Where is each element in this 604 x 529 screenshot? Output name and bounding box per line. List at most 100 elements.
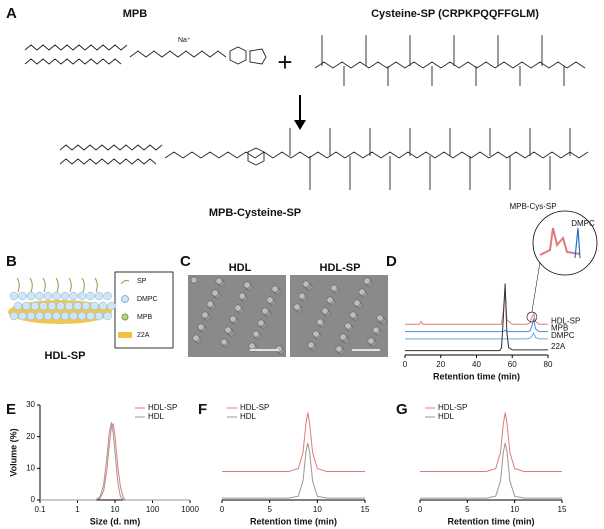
series-line xyxy=(420,442,562,499)
y-tick-label: 20 xyxy=(26,432,35,441)
legend-icon xyxy=(120,279,130,285)
particle xyxy=(257,319,265,327)
lipid-head xyxy=(13,301,23,311)
legend-icon xyxy=(118,332,132,338)
x-tick-label: 0 xyxy=(403,360,408,369)
legend-icon xyxy=(121,313,129,321)
particle xyxy=(190,276,198,284)
structure-bond xyxy=(59,144,163,151)
particle xyxy=(353,299,361,307)
peptide xyxy=(94,277,98,293)
series-line xyxy=(222,412,365,472)
series-line xyxy=(405,289,548,325)
lipid-head xyxy=(18,311,27,321)
lipid-head xyxy=(9,291,19,301)
particle xyxy=(238,292,246,300)
image-title: HDL-SP xyxy=(320,262,361,274)
particle xyxy=(271,285,279,293)
x-axis-label: Retention time (min) xyxy=(433,371,520,381)
particle xyxy=(367,337,375,345)
series-label: HDL-SP xyxy=(551,316,580,325)
annotation: MPB-Cys-SP xyxy=(509,202,556,211)
x-tick-label: 10 xyxy=(510,505,519,514)
particle xyxy=(261,307,269,315)
x-axis-label: Retention time (min) xyxy=(250,516,337,526)
lipid-head xyxy=(86,311,95,321)
structure-bond xyxy=(164,151,589,159)
particle xyxy=(206,300,214,308)
x-tick-label: 5 xyxy=(465,505,470,514)
particle xyxy=(224,326,232,334)
particle xyxy=(363,277,371,285)
particle xyxy=(316,318,324,326)
legend-icon xyxy=(121,295,129,303)
panel-label: G xyxy=(396,401,408,418)
structure-bond xyxy=(24,44,128,51)
legend-label: HDL-SP xyxy=(438,403,467,412)
legend-label: HDL-SP xyxy=(148,403,177,412)
legend-label: 22A xyxy=(137,332,150,339)
x-axis-label: Retention time (min) xyxy=(448,516,535,526)
structure-bond xyxy=(129,50,227,58)
lipid-head xyxy=(77,311,87,321)
particle xyxy=(293,303,301,311)
hdl-sp-illustration xyxy=(8,277,116,324)
ring xyxy=(249,48,267,65)
x-tick-label: 15 xyxy=(361,505,370,514)
lipid-head xyxy=(26,291,36,301)
lipid-head xyxy=(81,301,91,311)
x-tick-label: 1000 xyxy=(181,505,199,514)
particle xyxy=(197,323,205,331)
lipid-head xyxy=(22,301,31,311)
x-tick-label: 0 xyxy=(220,505,225,514)
peptide xyxy=(42,277,46,293)
series-label: DMPC xyxy=(551,331,575,340)
x-tick-label: 100 xyxy=(146,505,160,514)
lipid-head xyxy=(35,291,44,301)
x-tick-label: 15 xyxy=(558,505,567,514)
legend-label: HDL xyxy=(438,412,455,421)
particle xyxy=(326,296,334,304)
lipid-head xyxy=(43,291,53,301)
peptide xyxy=(81,277,85,293)
x-tick-label: 60 xyxy=(508,360,517,369)
particle xyxy=(312,330,320,338)
peptide xyxy=(68,277,72,293)
particle xyxy=(211,289,219,297)
particle xyxy=(252,330,260,338)
lipid-head xyxy=(86,291,95,301)
particle xyxy=(192,334,200,342)
particle xyxy=(372,326,380,334)
y-tick-label: 0 xyxy=(31,495,36,504)
series-line xyxy=(405,318,548,333)
ring xyxy=(229,46,247,65)
panel-label: D xyxy=(386,253,397,270)
lipid-head xyxy=(56,301,65,311)
y-tick-label: 30 xyxy=(26,400,35,409)
inset-trace xyxy=(539,227,581,256)
particle xyxy=(358,288,366,296)
lipid-head xyxy=(60,311,70,321)
lipid-head xyxy=(103,291,112,301)
particle xyxy=(298,292,306,300)
y-tick-label: 10 xyxy=(26,463,35,472)
particle xyxy=(376,314,384,322)
panel-label: C xyxy=(180,253,191,270)
legend-label: SP xyxy=(137,278,147,285)
lipid-head xyxy=(52,291,61,301)
x-tick-label: 10 xyxy=(313,505,322,514)
lipid-head xyxy=(35,311,44,321)
structure-bond xyxy=(314,61,586,69)
caption: HDL-SP xyxy=(45,350,86,362)
lipid-head xyxy=(47,301,57,311)
series-line xyxy=(40,422,190,501)
series-label: MPB xyxy=(551,324,568,333)
lipid-head xyxy=(30,301,40,311)
particle xyxy=(335,345,343,353)
lipid-head xyxy=(18,291,27,301)
particle xyxy=(248,342,256,350)
lipid-head xyxy=(52,311,61,321)
lipid-head xyxy=(26,311,36,321)
